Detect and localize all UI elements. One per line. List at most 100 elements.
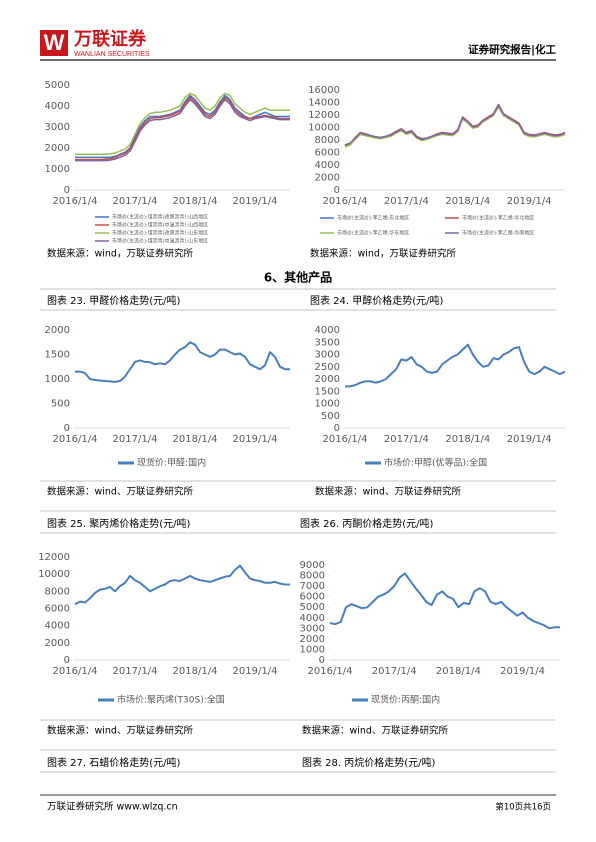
y-tick-label: 2500 [315, 362, 340, 373]
y-tick-label: 1000 [45, 164, 70, 175]
y-tick-label: 500 [51, 399, 70, 410]
y-tick-label: 3000 [315, 350, 340, 361]
x-tick-label: 2017/1/4 [113, 434, 158, 445]
y-tick-label: 3500 [315, 337, 340, 348]
legend-label: 现货价:丙酮:国内 [371, 694, 440, 706]
x-tick-label: 2016/1/4 [323, 434, 368, 445]
y-tick-label: 7000 [300, 581, 325, 592]
footer-page: 第10页共16页 [495, 802, 551, 813]
y-tick-label: 14000 [308, 98, 340, 109]
legend-label: 市场价(主流价):煤沥青(中温沥青):山西地区 [112, 222, 208, 229]
y-tick-label: 1000 [45, 374, 70, 385]
y-tick-label: 6000 [300, 592, 325, 603]
legend-label: 市场价(主流价):苯乙烯:华南地区 [462, 230, 534, 237]
x-tick-label: 2017/1/4 [384, 434, 429, 445]
y-tick-label: 9000 [300, 560, 325, 571]
section-title: 6、其他产品 [264, 270, 332, 285]
logo-mark [40, 30, 68, 56]
x-tick-label: 2017/1/4 [384, 196, 429, 207]
x-tick-label: 2019/1/4 [500, 666, 545, 677]
x-tick-label: 2016/1/4 [53, 666, 98, 677]
y-tick-label: 2000 [45, 325, 70, 336]
y-tick-label: 5000 [45, 80, 70, 91]
header-title: 证券研究报告|化工 [468, 43, 556, 56]
logo-name: 万联证券 [73, 28, 147, 50]
y-tick-label: 6000 [45, 604, 70, 615]
y-tick-label: 4000 [45, 101, 70, 112]
legend-label: 市场价(主流价):苯乙烯:华北地区 [462, 215, 534, 222]
x-tick-label: 2019/1/4 [507, 196, 552, 207]
x-tick-label: 2018/1/4 [445, 434, 490, 445]
caption: 图表 28. 丙烷价格走势(元/吨) [302, 756, 436, 769]
x-tick-label: 2017/1/4 [372, 666, 417, 677]
caption: 图表 24. 甲醇价格走势(元/吨) [310, 294, 444, 307]
series-line [75, 98, 290, 162]
y-tick-label: 1000 [315, 399, 340, 410]
y-tick-label: 6000 [315, 148, 340, 159]
legend-label: 市场价(主流价):煤沥青(改质沥青):山东地区 [112, 230, 208, 237]
y-tick-label: 4000 [315, 160, 340, 171]
y-tick-label: 2000 [45, 143, 70, 154]
y-tick-label: 12000 [38, 552, 70, 563]
x-tick-label: 2016/1/4 [53, 196, 98, 207]
x-tick-label: 2017/1/4 [113, 666, 158, 677]
source: 数据来源：wind，万联证券研究所 [310, 248, 456, 260]
x-tick-label: 2017/1/4 [113, 196, 158, 207]
y-tick-label: 0 [334, 185, 340, 196]
series-line [344, 104, 566, 146]
y-tick-label: 2000 [315, 374, 340, 385]
series-line [329, 572, 560, 630]
legend-label: 现货价:甲醛:国内 [137, 457, 206, 469]
x-tick-label: 2018/1/4 [436, 666, 481, 677]
caption: 图表 25. 聚丙烯价格走势(元/吨) [47, 517, 191, 530]
series-line [345, 343, 566, 388]
y-tick-label: 12000 [308, 110, 340, 121]
y-tick-label: 10000 [38, 569, 70, 580]
x-tick-label: 2018/1/4 [173, 196, 218, 207]
source: 数据来源：wind、万联证券研究所 [47, 725, 193, 737]
y-tick-label: 4000 [45, 621, 70, 632]
y-tick-label: 500 [321, 411, 340, 422]
legend-label: 市场价:甲醇(优等品):全国 [384, 457, 487, 469]
y-tick-label: 2000 [45, 638, 70, 649]
y-tick-label: 3000 [45, 122, 70, 133]
y-tick-label: 8000 [45, 586, 70, 597]
logo-letter: W [44, 30, 65, 55]
y-tick-label: 0 [64, 423, 70, 434]
series-line [75, 94, 290, 159]
x-tick-label: 2019/1/4 [233, 666, 278, 677]
source: 数据来源：wind、万联证券研究所 [302, 725, 448, 737]
logo-en: WANLIAN SECURITIES [74, 51, 150, 58]
y-tick-label: 10000 [308, 123, 340, 134]
legend-label: 市场价(主流价):煤沥青(改质沥青):山西地区 [112, 214, 208, 221]
x-tick-label: 2019/1/4 [233, 196, 278, 207]
series-line [74, 564, 290, 606]
y-tick-label: 5000 [300, 602, 325, 613]
series-line [344, 104, 566, 148]
caption: 图表 27. 石蜡价格走势(元/吨) [47, 756, 181, 769]
series-line [344, 106, 566, 148]
y-tick-label: 0 [64, 655, 70, 666]
source: 数据来源：wind、万联证券研究所 [315, 486, 461, 498]
series-line [75, 341, 290, 383]
y-tick-label: 8000 [315, 135, 340, 146]
source: 数据来源：wind、万联证券研究所 [47, 486, 193, 498]
x-tick-label: 2018/1/4 [173, 666, 218, 677]
x-tick-label: 2018/1/4 [445, 196, 490, 207]
caption: 图表 23. 甲醛价格走势(元/吨) [47, 294, 181, 307]
y-tick-label: 4000 [300, 613, 325, 624]
y-tick-label: 2000 [300, 634, 325, 645]
y-tick-label: 2000 [315, 173, 340, 184]
series-line [344, 103, 566, 147]
legend-label: 市场价(主流价):苯乙烯:华东地区 [337, 230, 409, 237]
y-tick-label: 0 [319, 655, 325, 666]
caption: 图表 26. 丙酮价格走势(元/吨) [300, 517, 434, 530]
x-tick-label: 2016/1/4 [53, 434, 98, 445]
x-tick-label: 2019/1/4 [233, 434, 278, 445]
series-line [75, 96, 290, 161]
series-line [75, 92, 290, 156]
y-tick-label: 3000 [300, 623, 325, 634]
y-tick-label: 0 [64, 185, 70, 196]
footer-left: 万联证券研究所 www.wlzq.cn [47, 801, 178, 813]
